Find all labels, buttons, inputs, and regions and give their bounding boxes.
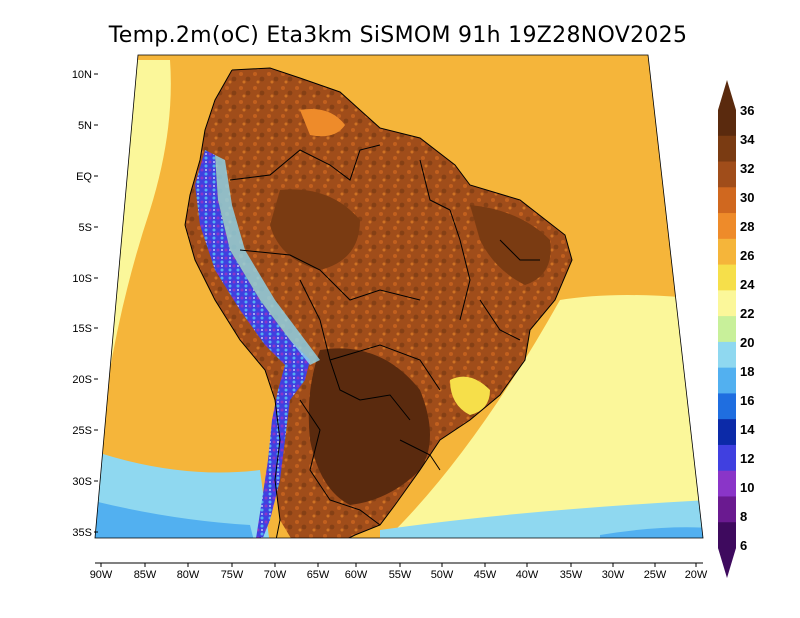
colorbar-bins <box>718 110 736 549</box>
colorbar-bin <box>718 135 736 163</box>
lat-label: 5N <box>78 120 92 132</box>
colorbar-bottom-arrow <box>718 548 736 578</box>
colorbar-label: 16 <box>740 393 754 408</box>
lat-label: 30S <box>72 476 92 488</box>
latitude-labels: 10N 5N EQ 5S 10S 15S 20S 25S 30S 35S <box>72 69 93 539</box>
colorbar-bin <box>718 470 736 497</box>
lon-label: 55W <box>389 569 412 581</box>
colorbar-bin <box>718 290 736 317</box>
colorbar-label: 10 <box>740 480 754 495</box>
colorbar-labels: 36 34 32 30 28 26 24 22 20 18 16 14 12 1… <box>740 103 755 553</box>
colorbar-bin <box>718 161 736 188</box>
colorbar-label: 36 <box>740 103 754 118</box>
lon-label: 40W <box>516 569 539 581</box>
lon-label: 30W <box>602 569 625 581</box>
lon-label: 80W <box>177 569 200 581</box>
colorbar-label: 32 <box>740 161 754 176</box>
colorbar-bin <box>718 238 736 266</box>
lat-label: EQ <box>76 171 92 183</box>
colorbar-label: 30 <box>740 190 754 205</box>
colorbar-bin <box>718 496 736 523</box>
lon-label: 45W <box>474 569 497 581</box>
colorbar-label: 18 <box>740 364 754 379</box>
colorbar-bin <box>718 316 736 343</box>
lon-label: 60W <box>345 569 368 581</box>
colorbar-bin <box>718 444 736 472</box>
lon-label: 75W <box>221 569 244 581</box>
lon-label: 90W <box>90 569 113 581</box>
lat-label: 5S <box>79 222 92 234</box>
ocean-cold-southeast <box>600 527 703 538</box>
colorbar-label: 26 <box>740 248 754 263</box>
country-borders <box>184 67 573 538</box>
lat-label: 20S <box>72 374 92 386</box>
colorbar-bin <box>718 187 736 214</box>
lat-label: 10N <box>72 69 92 81</box>
lon-label: 70W <box>264 569 287 581</box>
colorbar-bin <box>718 393 736 420</box>
longitude-labels: 90W 85W 80W 75W 70W 65W 60W 55W 50W 45W … <box>90 569 708 581</box>
lon-label: 25W <box>644 569 667 581</box>
colorbar-label: 20 <box>740 335 754 350</box>
hot-core-northeast <box>470 205 551 285</box>
lon-label: 50W <box>431 569 454 581</box>
lon-label: 20W <box>685 569 708 581</box>
colorbar-label: 24 <box>740 277 755 292</box>
colorbar-bin <box>718 367 736 394</box>
colorbar-bin <box>718 110 736 137</box>
colorbar-top-arrow <box>718 80 736 110</box>
map-title: Temp.2m(oC) Eta3km SiSMOM 91h 19Z28NOV20… <box>108 23 688 48</box>
colorbar-bin <box>718 522 736 549</box>
lat-label: 10S <box>72 273 92 285</box>
ocean-cold-south <box>95 500 255 538</box>
andes-cold-strip <box>195 150 310 538</box>
mild-patch-north <box>300 109 345 137</box>
colorbar-bin <box>718 341 736 369</box>
lat-label: 15S <box>72 323 92 335</box>
colorbar-bin <box>718 419 736 446</box>
map-frame <box>94 54 704 539</box>
colorbar-label: 14 <box>740 422 755 437</box>
colorbar-label: 22 <box>740 306 754 321</box>
ocean-mild-east <box>380 295 703 538</box>
lon-label: 35W <box>560 569 583 581</box>
hot-core-amazon <box>270 189 360 270</box>
mild-patch-southeast <box>450 376 490 415</box>
colorbar-label: 6 <box>740 538 747 553</box>
colorbar-bin <box>718 264 736 291</box>
map-domain <box>95 55 703 538</box>
colorbar-label: 28 <box>740 219 754 234</box>
andes-mild-edge <box>215 155 320 365</box>
colorbar-bin <box>718 213 736 240</box>
colorbar: 36 34 32 30 28 26 24 22 20 18 16 14 12 1… <box>718 80 755 578</box>
lat-label: 25S <box>72 425 92 437</box>
colorbar-label: 12 <box>740 451 754 466</box>
axis-ticks <box>94 73 703 567</box>
colorbar-label: 8 <box>740 509 747 524</box>
lon-label: 85W <box>134 569 157 581</box>
lon-label: 65W <box>307 569 330 581</box>
colorbar-label: 34 <box>740 132 755 147</box>
lat-label: 35S <box>72 527 92 539</box>
